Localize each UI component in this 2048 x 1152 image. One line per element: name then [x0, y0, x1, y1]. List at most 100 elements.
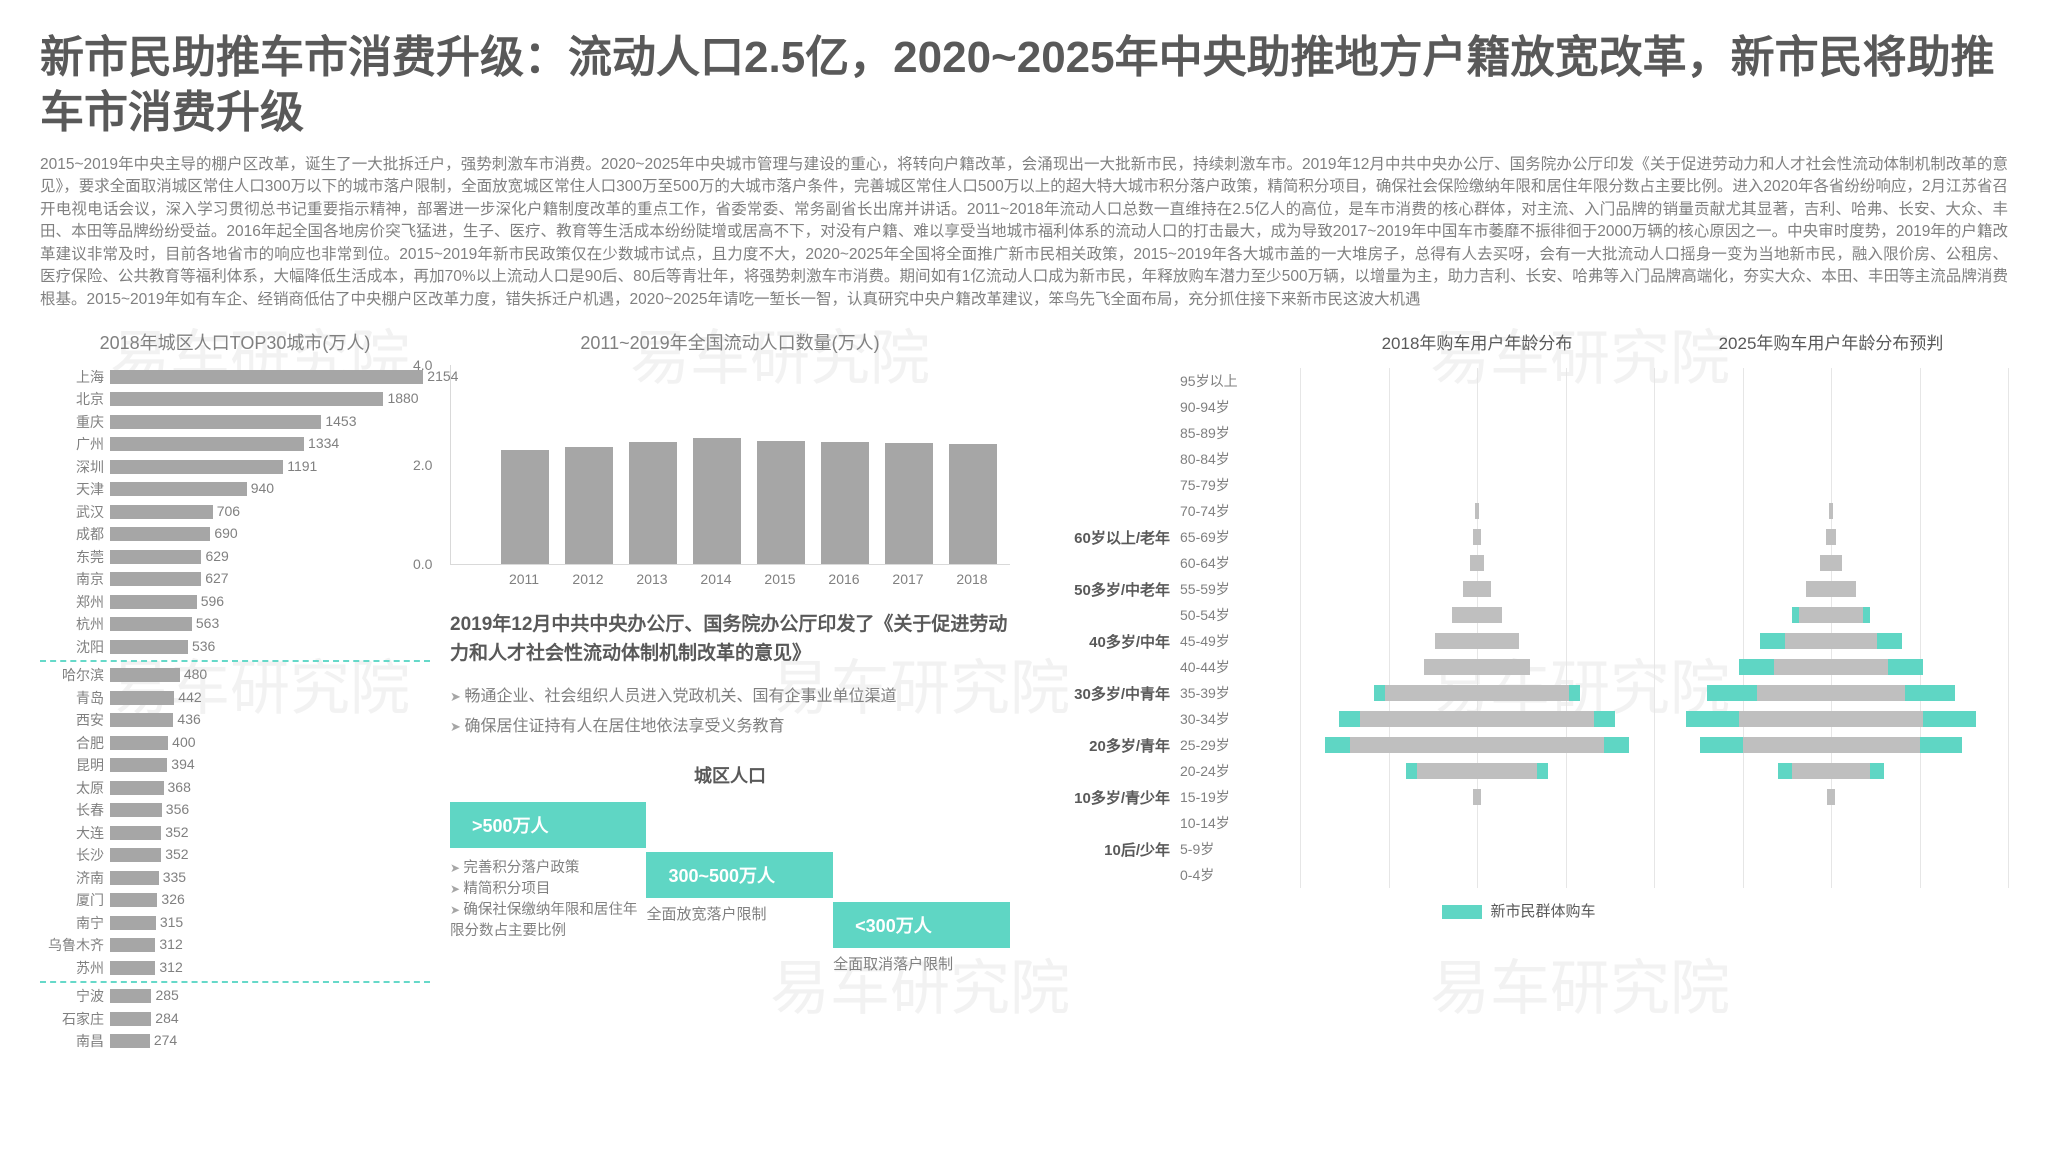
city-bar: [110, 550, 201, 564]
year-bar: [501, 450, 549, 564]
city-label: 大连: [40, 823, 110, 843]
age-label: 75-79岁: [1180, 475, 1300, 495]
floating-pop-barchart: 0.02.04.0: [450, 365, 1010, 565]
pyr-label-row: 70-74岁: [1030, 498, 1300, 524]
city-bar-row: 深圳 1191: [40, 455, 430, 478]
year-bar: [757, 441, 805, 564]
city-value: 315: [160, 914, 183, 930]
city-value: 1334: [308, 435, 339, 451]
city-label: 南宁: [40, 913, 110, 933]
city-bar-row: 杭州563: [40, 613, 430, 636]
city-bar: [110, 938, 155, 952]
pop-tier-col: <300万人全面取消落户限制: [833, 902, 1010, 976]
city-label: 成都: [40, 524, 110, 544]
city-value: 285: [155, 987, 178, 1003]
city-bar: [110, 572, 201, 586]
age-label: 55-59岁: [1180, 579, 1300, 599]
pyramid-2025-title: 2025年购车用户年龄分布预判: [1654, 329, 2008, 354]
city-bar-row: 合肥400: [40, 731, 430, 754]
age-label: 50-54岁: [1180, 605, 1300, 625]
city-value: 436: [177, 711, 200, 727]
city-label: 乌鲁木齐: [40, 935, 110, 955]
year-label: 2018: [948, 571, 996, 587]
city-label: 哈尔滨: [40, 665, 110, 685]
pyr-label-row: 85-89岁: [1030, 420, 1300, 446]
city-label: 重庆: [40, 412, 110, 432]
age-label: 85-89岁: [1180, 423, 1300, 443]
age-label: 30-34岁: [1180, 709, 1300, 729]
pyr-label-row: 10多岁/青少年15-19岁: [1030, 784, 1300, 810]
policy-bullet: 确保居住证持有人在居住地依法享受义务教育: [450, 712, 1010, 736]
city-value: 1880: [387, 390, 418, 406]
city-bar: [110, 736, 168, 750]
city-bar: [110, 713, 173, 727]
city-value: 352: [165, 824, 188, 840]
pop-tier-col: >500万人完善积分落户政策精简积分项目确保社保缴纳年限和居住年限分数占主要比例: [450, 802, 646, 940]
city-value: 394: [171, 756, 194, 772]
age-group-label: 50多岁/中老年: [1030, 579, 1180, 600]
age-group-label: 60岁以上/老年: [1030, 527, 1180, 548]
city-value: 1453: [325, 413, 356, 429]
city-label: 南昌: [40, 1031, 110, 1051]
city-label: 济南: [40, 868, 110, 888]
pyr-label-row: 90-94岁: [1030, 394, 1300, 420]
city-label: 太原: [40, 778, 110, 798]
city-value: 1191: [287, 458, 317, 474]
city-bar: [110, 640, 188, 654]
age-label: 0-4岁: [1180, 865, 1300, 885]
pyr-label-row: 50-54岁: [1030, 602, 1300, 628]
city-bar-row: 郑州596: [40, 590, 430, 613]
pyr-label-row: 10-14岁: [1030, 810, 1300, 836]
city-value: 352: [165, 846, 188, 862]
year-bar: [629, 442, 677, 564]
age-label: 80-84岁: [1180, 449, 1300, 469]
city-bar-row: 厦门326: [40, 889, 430, 912]
age-group-label: 10后/少年: [1030, 839, 1180, 860]
ytick: 4.0: [413, 357, 432, 373]
city-label: 天津: [40, 479, 110, 499]
age-label: 20-24岁: [1180, 761, 1300, 781]
city-bar: [110, 617, 192, 631]
city-value: 312: [159, 959, 182, 975]
pyr-label-row: 50多岁/中老年55-59岁: [1030, 576, 1300, 602]
city-bar-row: 长春356: [40, 799, 430, 822]
city-value: 274: [154, 1032, 177, 1048]
floating-pop-title: 2011~2019年全国流动人口数量(万人): [450, 329, 1010, 355]
pop-tier-desc: 全面放宽落户限制: [646, 904, 833, 926]
tier-divider: [40, 981, 430, 983]
age-label: 35-39岁: [1180, 683, 1300, 703]
city-bar: [110, 961, 155, 975]
city-bar-row: 宁波285: [40, 985, 430, 1008]
city-label: 深圳: [40, 457, 110, 477]
pyr-label-row: 0-4岁: [1030, 862, 1300, 888]
city-label: 上海: [40, 367, 110, 387]
city-value: 480: [184, 666, 207, 682]
city-value: 442: [178, 689, 201, 705]
city-bar: [110, 758, 167, 772]
city-label: 杭州: [40, 614, 110, 634]
city-bar-row: 重庆 1453: [40, 410, 430, 433]
age-label: 15-19岁: [1180, 787, 1300, 807]
city-value: 706: [217, 503, 240, 519]
city-label: 石家庄: [40, 1009, 110, 1029]
pyr-label-row: 40-44岁: [1030, 654, 1300, 680]
city-value: 400: [172, 734, 195, 750]
city-value: 312: [159, 936, 182, 952]
city-bar: [110, 691, 174, 705]
pyr-label-row: 30-34岁: [1030, 706, 1300, 732]
city-bar-row: 太原368: [40, 776, 430, 799]
city-value: 690: [214, 525, 237, 541]
city-bar: [110, 781, 164, 795]
city-bar: [110, 460, 283, 474]
pyr-label-row: 30多岁/中青年35-39岁: [1030, 680, 1300, 706]
policy-bullet: 畅通企业、社会组织人员进入党政机关、国有企事业单位渠道: [450, 682, 1010, 706]
year-label: 2011: [500, 571, 548, 587]
city-value: 536: [192, 638, 215, 654]
year-bar: [885, 443, 933, 564]
city-bar-row: 广州1334: [40, 433, 430, 456]
city-bar: [110, 871, 159, 885]
city-bar-row: 南昌 274: [40, 1030, 430, 1053]
year-bar: [693, 438, 741, 564]
city-bar-row: 石家庄284: [40, 1007, 430, 1030]
pyr-label-row: 40多岁/中年45-49岁: [1030, 628, 1300, 654]
